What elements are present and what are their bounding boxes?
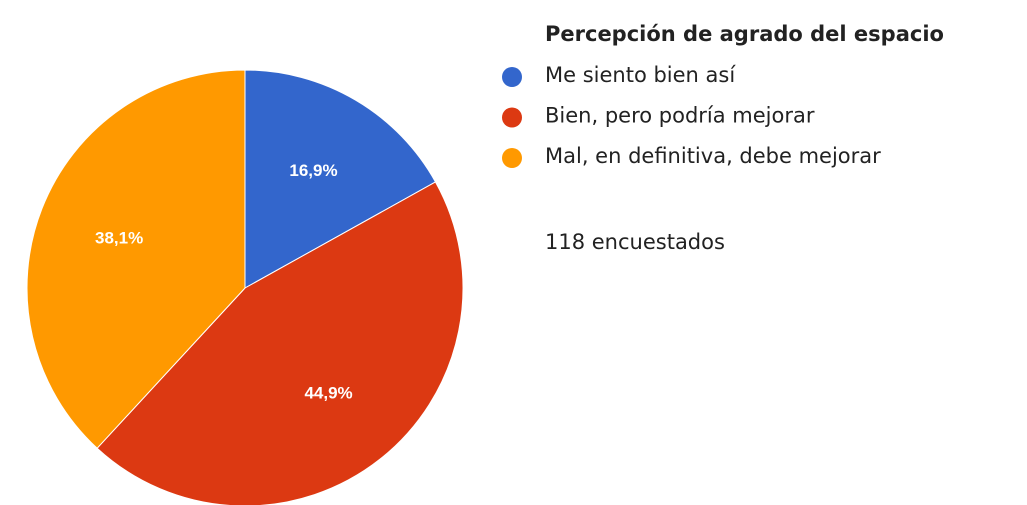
legend-title: Percepción de agrado del espacio [545, 22, 944, 46]
pie-slice [244, 69, 437, 289]
pie-slice [26, 69, 246, 449]
slice-label: 16,9% [289, 161, 337, 180]
annotation: 118 encuestados [545, 230, 725, 254]
legend-label: Mal, en definitiva, debe mejorar [545, 144, 881, 168]
pie-slice [96, 181, 464, 505]
slice-label: 38,1% [95, 228, 143, 247]
slice-label: 44,9% [304, 384, 352, 403]
legend-marker [502, 107, 522, 128]
legend-marker [502, 148, 522, 168]
legend-label: Bien, pero podría mejorar [545, 104, 815, 128]
legend-label: Me siento bien así [545, 63, 736, 87]
legend-marker [502, 67, 522, 87]
